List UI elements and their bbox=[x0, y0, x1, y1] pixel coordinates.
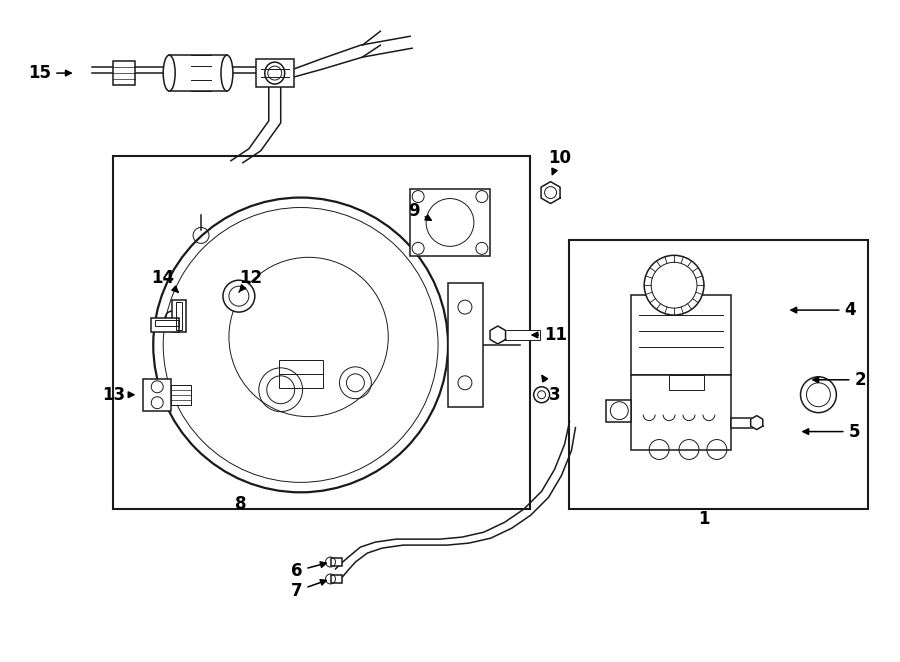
Bar bbox=[631, 375, 731, 449]
Bar bbox=[607, 400, 631, 422]
Circle shape bbox=[153, 197, 448, 493]
Text: 11: 11 bbox=[532, 326, 567, 344]
Text: 6: 6 bbox=[291, 562, 326, 580]
Bar bbox=[448, 283, 483, 406]
Polygon shape bbox=[490, 326, 506, 344]
Bar bbox=[330, 558, 343, 566]
Bar bbox=[256, 59, 293, 87]
Bar bbox=[172, 300, 186, 332]
Bar bbox=[330, 575, 343, 583]
Polygon shape bbox=[541, 181, 560, 203]
Circle shape bbox=[800, 377, 836, 412]
Text: 7: 7 bbox=[291, 580, 327, 600]
Text: 15: 15 bbox=[28, 64, 71, 82]
Bar bbox=[155, 320, 179, 326]
Bar bbox=[169, 55, 227, 91]
Bar bbox=[171, 385, 191, 404]
Text: 13: 13 bbox=[102, 386, 134, 404]
Bar bbox=[731, 418, 759, 428]
Ellipse shape bbox=[221, 55, 233, 91]
Text: 3: 3 bbox=[542, 375, 561, 404]
Bar bbox=[151, 318, 179, 332]
Text: 12: 12 bbox=[238, 269, 263, 292]
Polygon shape bbox=[751, 416, 762, 430]
Text: 14: 14 bbox=[151, 269, 178, 292]
Text: 10: 10 bbox=[548, 149, 571, 175]
Bar bbox=[669, 375, 704, 390]
Text: 2: 2 bbox=[813, 371, 866, 389]
Ellipse shape bbox=[265, 62, 284, 84]
Bar bbox=[631, 295, 731, 375]
Bar bbox=[498, 330, 540, 340]
Ellipse shape bbox=[163, 55, 176, 91]
Text: 1: 1 bbox=[698, 510, 710, 528]
Text: 5: 5 bbox=[803, 422, 860, 441]
Text: 8: 8 bbox=[235, 495, 247, 513]
Bar bbox=[176, 302, 182, 330]
Text: 4: 4 bbox=[791, 301, 856, 319]
Bar bbox=[570, 240, 868, 509]
Bar bbox=[143, 379, 171, 410]
Circle shape bbox=[223, 280, 255, 312]
Bar bbox=[410, 189, 490, 256]
Bar bbox=[113, 156, 530, 509]
Circle shape bbox=[644, 256, 704, 315]
Text: 9: 9 bbox=[409, 201, 431, 220]
Bar bbox=[279, 360, 322, 388]
Bar bbox=[113, 61, 135, 85]
Circle shape bbox=[534, 387, 550, 402]
